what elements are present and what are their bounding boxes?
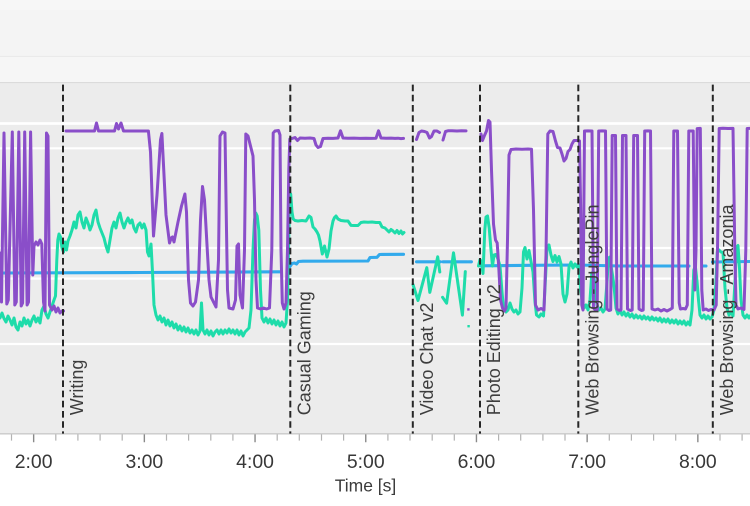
svg-text:7:00: 7:00	[568, 451, 606, 473]
svg-text:Casual Gaming: Casual Gaming	[294, 291, 314, 415]
svg-text:4:00: 4:00	[236, 451, 274, 473]
svg-text:Time [s]: Time [s]	[335, 476, 397, 496]
svg-text:Video Chat v2: Video Chat v2	[417, 303, 437, 416]
svg-text:Photo Editing v2: Photo Editing v2	[484, 284, 504, 415]
svg-text:2:00: 2:00	[15, 451, 53, 473]
svg-text:Web Browsing - Amazonia: Web Browsing - Amazonia	[717, 204, 737, 416]
svg-text:6:00: 6:00	[458, 451, 496, 473]
svg-text:3:00: 3:00	[125, 451, 163, 473]
svg-text:5:00: 5:00	[347, 451, 385, 473]
svg-text:Writing: Writing	[67, 360, 87, 416]
svg-text:Web Browsing - JunglePin: Web Browsing - JunglePin	[582, 205, 602, 416]
svg-text:8:00: 8:00	[679, 451, 717, 473]
